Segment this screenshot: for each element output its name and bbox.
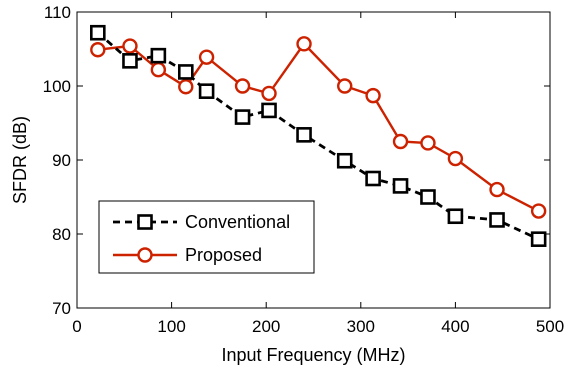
legend: Conventional Proposed [98, 200, 315, 274]
data-point-conventional [261, 102, 277, 119]
data-point-proposed [90, 42, 106, 58]
data-point-conventional [447, 208, 464, 225]
data-point-proposed [198, 49, 215, 65]
data-point-conventional [392, 178, 409, 194]
x-axis-label: Input Frequency (MHz) [221, 345, 405, 365]
x-tick-label: 0 [72, 317, 81, 336]
x-tick-labels: 0 100 200 300 400 500 [72, 317, 564, 336]
data-point-conventional [122, 53, 138, 69]
y-tick-label: 90 [52, 151, 71, 170]
legend-label: Proposed [185, 245, 262, 265]
x-tick-label: 400 [441, 317, 469, 336]
x-tick-label: 300 [347, 317, 375, 336]
data-point-conventional [530, 231, 547, 247]
data-point-proposed [365, 87, 381, 104]
data-point-conventional [150, 47, 167, 64]
data-point-conventional [336, 152, 353, 169]
data-point-proposed [122, 38, 138, 54]
x-tick-label: 500 [536, 317, 564, 336]
y-tick-label: 100 [43, 77, 71, 96]
x-tick-label: 200 [252, 317, 280, 336]
data-point-proposed [530, 203, 547, 219]
legend-label: Conventional [185, 212, 290, 232]
data-point-proposed [420, 135, 436, 151]
legend-marker [137, 247, 153, 263]
y-tick-labels: 70 80 90 100 110 [43, 3, 71, 318]
plot-frame [76, 11, 551, 309]
data-point-conventional [234, 109, 251, 125]
series-layer [90, 24, 547, 247]
y-tick-label: 110 [44, 3, 71, 22]
data-point-conventional [296, 127, 312, 143]
series-proposed [90, 36, 547, 219]
data-point-conventional [177, 64, 194, 80]
data-point-proposed [178, 79, 194, 95]
legend-entry-conventional: Conventional [113, 212, 290, 232]
data-point-proposed [296, 36, 312, 52]
legend-box [98, 200, 315, 274]
data-point-proposed [447, 150, 464, 167]
legend-entry-proposed: Proposed [113, 245, 262, 265]
data-point-proposed [392, 133, 409, 150]
data-point-conventional [198, 83, 215, 99]
x-tick-label: 100 [157, 317, 185, 336]
y-axis-label: SFDR (dB) [10, 116, 30, 204]
data-point-conventional [90, 24, 106, 41]
data-point-conventional [365, 170, 381, 187]
data-point-proposed [489, 181, 505, 198]
data-point-proposed [150, 62, 167, 78]
data-point-proposed [234, 78, 251, 94]
data-point-proposed [261, 85, 277, 102]
legend-marker [137, 214, 153, 230]
y-tick-label: 80 [52, 225, 71, 244]
y-tick-label: 70 [52, 299, 71, 318]
series-conventional [90, 24, 547, 247]
data-point-conventional [420, 189, 436, 205]
data-point-proposed [337, 78, 353, 94]
data-point-conventional [489, 212, 505, 228]
